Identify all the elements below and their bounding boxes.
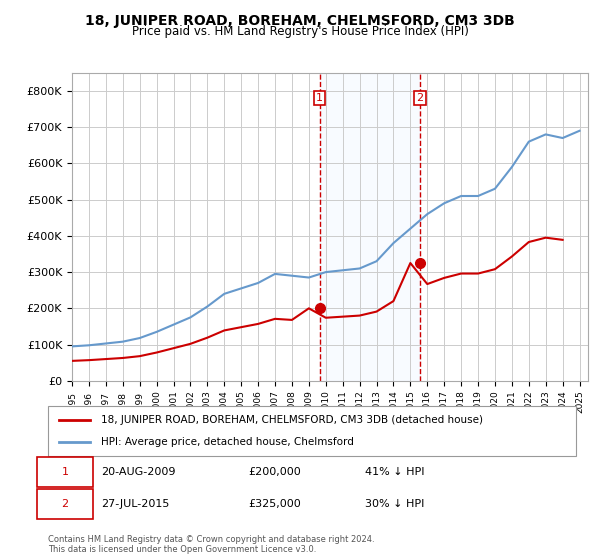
FancyBboxPatch shape xyxy=(37,489,93,519)
Text: HPI: Average price, detached house, Chelmsford: HPI: Average price, detached house, Chel… xyxy=(101,437,353,447)
Text: 2: 2 xyxy=(416,93,424,103)
FancyBboxPatch shape xyxy=(48,406,576,456)
Text: 41% ↓ HPI: 41% ↓ HPI xyxy=(365,467,424,477)
FancyBboxPatch shape xyxy=(37,457,93,487)
Text: 30% ↓ HPI: 30% ↓ HPI xyxy=(365,499,424,509)
Text: 18, JUNIPER ROAD, BOREHAM, CHELMSFORD, CM3 3DB (detached house): 18, JUNIPER ROAD, BOREHAM, CHELMSFORD, C… xyxy=(101,415,483,425)
Text: 27-JUL-2015: 27-JUL-2015 xyxy=(101,499,169,509)
Text: 2: 2 xyxy=(61,499,68,509)
Text: Price paid vs. HM Land Registry's House Price Index (HPI): Price paid vs. HM Land Registry's House … xyxy=(131,25,469,38)
Text: 1: 1 xyxy=(61,467,68,477)
Text: 18, JUNIPER ROAD, BOREHAM, CHELMSFORD, CM3 3DB: 18, JUNIPER ROAD, BOREHAM, CHELMSFORD, C… xyxy=(85,14,515,28)
Text: £200,000: £200,000 xyxy=(248,467,301,477)
Text: 1: 1 xyxy=(316,93,323,103)
Text: 20-AUG-2009: 20-AUG-2009 xyxy=(101,467,175,477)
Text: £325,000: £325,000 xyxy=(248,499,301,509)
Bar xyxy=(320,73,420,381)
Text: Contains HM Land Registry data © Crown copyright and database right 2024.
This d: Contains HM Land Registry data © Crown c… xyxy=(48,535,374,554)
